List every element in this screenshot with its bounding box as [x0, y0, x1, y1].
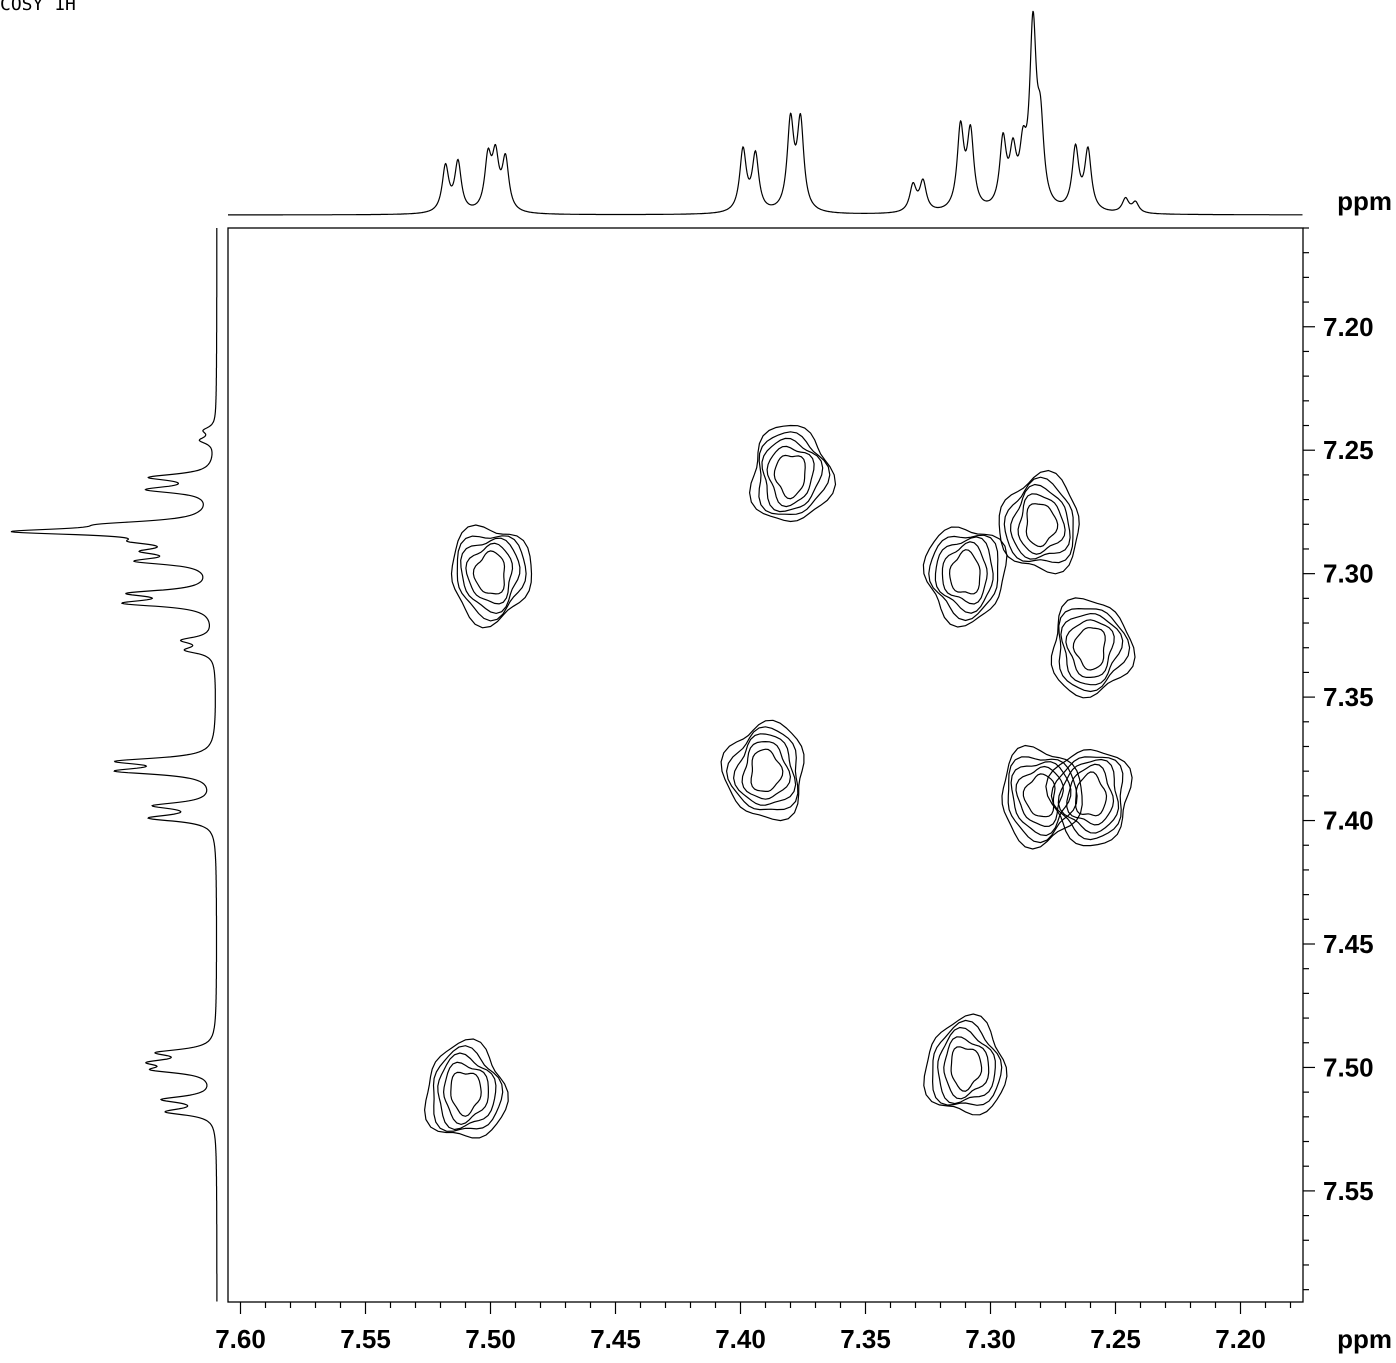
cross-peak-diagonal [423, 1038, 509, 1139]
contour-line [1045, 748, 1133, 847]
left-projection-spectrum [10, 228, 218, 1302]
plot-frame-group [227, 227, 1304, 1303]
contour-line [725, 726, 799, 811]
x-tick-label: 7.60 [215, 1324, 266, 1354]
contour-line [442, 1061, 490, 1126]
cross-peak-cross [450, 524, 533, 629]
y-tick-label: 7.55 [1323, 1176, 1374, 1206]
contour-line [472, 550, 506, 595]
contour-line [766, 445, 815, 508]
contour-line [998, 469, 1080, 575]
contour-line [1050, 756, 1124, 841]
contour-line [750, 748, 784, 792]
contour-line [1057, 758, 1120, 834]
contour-line [1050, 597, 1136, 699]
cross-peak-diagonal [720, 719, 805, 822]
contour-line [450, 524, 533, 629]
x-axis-unit-label: ppm [1337, 1324, 1392, 1354]
y-axis-unit-label: ppm [1337, 186, 1392, 216]
contour-line [1003, 476, 1074, 564]
y-tick-label: 7.25 [1323, 435, 1374, 465]
contour-line [1060, 612, 1124, 686]
contour-line [1066, 763, 1115, 826]
x-tick-label: 7.30 [965, 1324, 1016, 1354]
contour-line [1001, 744, 1083, 850]
contour-line [1007, 756, 1078, 844]
contour-line [773, 454, 806, 500]
axes-group: 7.60 7.55 7.50 7.45 7.40 7.35 7.30 7.25 7.20 ppm 7… [215, 186, 1392, 1354]
x-tick-label: 7.45 [590, 1324, 641, 1354]
x-tick-label: 7.40 [715, 1324, 766, 1354]
contour-line [450, 1071, 482, 1117]
contour-line [1017, 493, 1066, 555]
contour-line [943, 1036, 990, 1100]
contour-line [720, 719, 805, 822]
contour-line [1025, 503, 1059, 548]
contour-line [437, 1052, 497, 1131]
chart-title: COSY 1H [0, 0, 76, 15]
x-tick-label: 7.25 [1090, 1324, 1141, 1354]
contour-line [1072, 627, 1106, 671]
contour-line [937, 1026, 996, 1105]
y-tick-label: 7.40 [1323, 806, 1374, 836]
contour-line [460, 537, 521, 615]
contour-line [456, 535, 527, 622]
contour-line [423, 1038, 509, 1139]
contour-line [758, 431, 831, 516]
y-tick-label: 7.35 [1323, 682, 1374, 712]
contour-line [931, 1019, 1003, 1106]
contour-line [1065, 619, 1115, 678]
contour-line [948, 549, 981, 595]
contour-line [761, 437, 824, 513]
contour-line [732, 733, 797, 806]
contour-line [922, 526, 1008, 628]
contour-line [1015, 765, 1064, 828]
cross-peak-diagonal [922, 526, 1008, 628]
cross-peak-cross [1050, 597, 1136, 699]
cross-peak-cross [1045, 748, 1133, 847]
cross-peak-diagonal [998, 469, 1080, 575]
x-tick-label: 7.35 [840, 1324, 891, 1354]
plot-border [227, 227, 1304, 1303]
contour-line [950, 1046, 983, 1092]
cross-peak-cross [923, 1013, 1008, 1116]
contour-line [928, 534, 999, 622]
x-tick-label: 7.20 [1215, 1324, 1266, 1354]
contour-line [934, 536, 994, 614]
cross-peak-cross [748, 424, 837, 523]
contour-line [432, 1045, 504, 1132]
x-tick-label: 7.55 [340, 1324, 391, 1354]
cross-peak-cross [1001, 744, 1083, 850]
contour-line [1022, 773, 1056, 818]
contour-line [1009, 483, 1071, 560]
contour-group [423, 424, 1136, 1139]
contour-line [923, 1013, 1008, 1116]
y-tick-label: 7.45 [1323, 929, 1374, 959]
contour-line [748, 424, 837, 523]
y-tick-label: 7.50 [1323, 1052, 1374, 1082]
contour-line [1074, 771, 1108, 817]
contour-line [465, 542, 514, 605]
y-tick-label: 7.30 [1323, 559, 1374, 589]
contour-line [1010, 761, 1072, 837]
projection-group [10, 10, 1303, 1302]
x-tick-label: 7.50 [465, 1324, 516, 1354]
top-projection-spectrum [228, 10, 1303, 216]
contour-line [741, 740, 792, 800]
y-tick-label: 7.20 [1323, 312, 1374, 342]
contour-line [941, 541, 988, 605]
contour-line [1058, 607, 1131, 693]
